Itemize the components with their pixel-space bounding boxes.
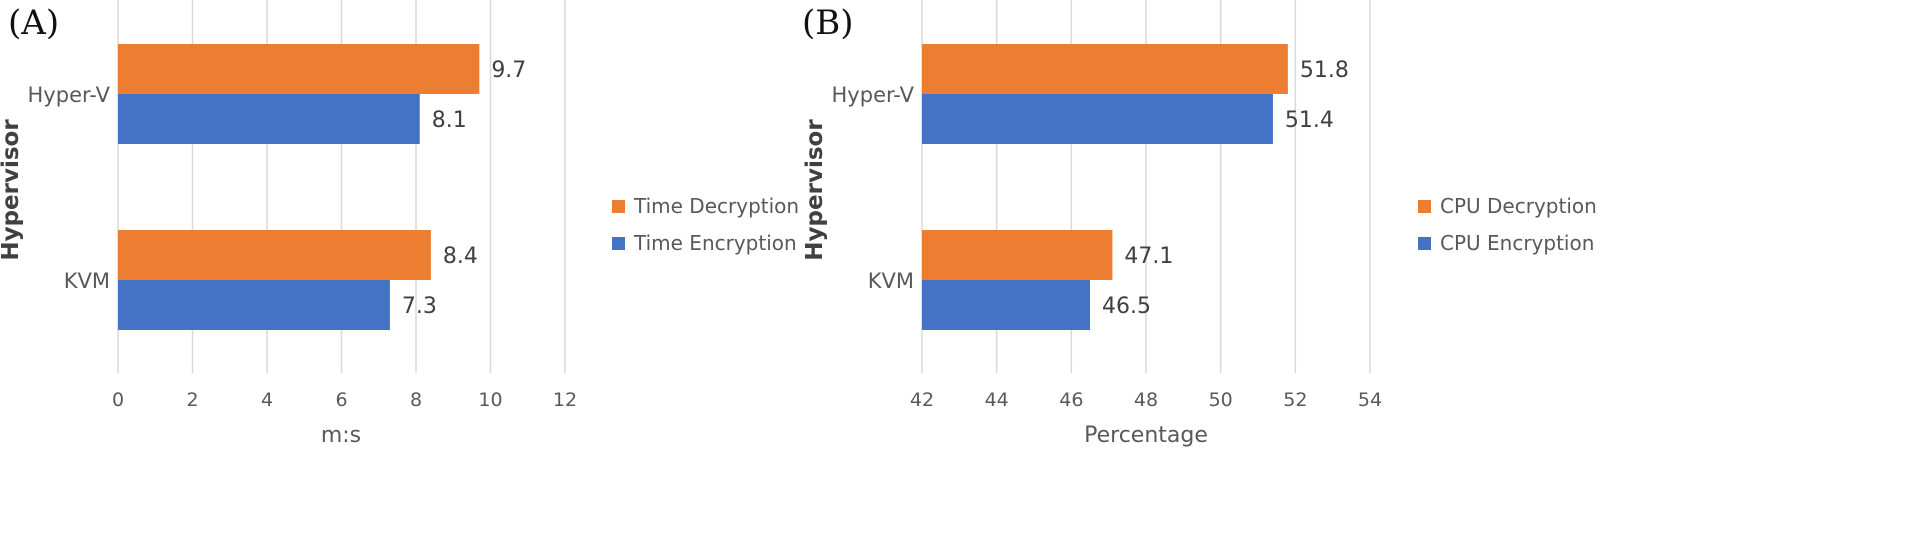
legend-label: CPU Decryption xyxy=(1440,194,1597,218)
bar-time-encryption xyxy=(118,280,390,330)
x-axis-title: Percentage xyxy=(1084,423,1208,448)
chart-panel-a: 0 2 4 6 8 10 12 (A) Hyper-V 9.7 8.1 KVM 8.47.3 m:s Hyp… xyxy=(0,0,799,448)
bar-cpu-encryption xyxy=(922,94,1273,144)
legend-label: Time Decryption xyxy=(633,194,799,218)
data-label: 8.4 xyxy=(443,244,478,269)
x-tick-label: 12 xyxy=(553,389,577,411)
x-tick-label: 0 xyxy=(112,389,124,411)
y-category-label: KVM xyxy=(868,269,914,293)
data-label: 46.5 xyxy=(1102,294,1151,319)
legend-swatch xyxy=(1418,237,1431,250)
y-axis-title: Hypervisor xyxy=(0,119,24,261)
bar-time-encryption xyxy=(118,94,420,144)
data-label: 9.7 xyxy=(491,58,526,83)
x-tick-label: 10 xyxy=(478,389,502,411)
legend-label: CPU Encryption xyxy=(1440,231,1594,255)
data-label: 51.4 xyxy=(1285,108,1334,133)
x-tick-label: 6 xyxy=(335,389,347,411)
chart-panel-b: 42 44 46 48 50 52 54 (B) Hyper-V 51.8 51.4 KVM 47.1 4… xyxy=(802,0,1597,448)
legend-swatch xyxy=(612,200,625,213)
bar-time-decryption xyxy=(118,230,431,280)
y-axis-title: Hypervisor xyxy=(802,119,828,261)
x-tick-label: 48 xyxy=(1134,389,1158,411)
data-label: 51.8 xyxy=(1300,58,1349,83)
x-axis-title: m:s xyxy=(321,423,361,448)
x-tick-label: 54 xyxy=(1358,389,1382,411)
legend-swatch xyxy=(612,237,625,250)
bar-time-decryption xyxy=(118,44,480,94)
y-category-label: KVM xyxy=(64,269,110,293)
x-tick-label: 4 xyxy=(261,389,273,411)
legend-swatch xyxy=(1418,200,1431,213)
bar-cpu-encryption xyxy=(922,280,1090,330)
bar-cpu-decryption xyxy=(922,230,1113,280)
x-tick-label: 50 xyxy=(1209,389,1233,411)
legend-label: Time Encryption xyxy=(633,231,797,255)
data-label: 47.1 xyxy=(1124,244,1173,269)
x-tick-label: 52 xyxy=(1283,389,1307,411)
y-category-label: Hyper-V xyxy=(832,83,915,107)
panel-label: (A) xyxy=(8,3,59,43)
data-label: 7.3 xyxy=(402,294,437,319)
x-tick-label: 42 xyxy=(910,389,934,411)
x-tick-label: 8 xyxy=(410,389,422,411)
bar-cpu-decryption xyxy=(922,44,1288,94)
y-category-label: Hyper-V xyxy=(28,83,111,107)
x-tick-label: 46 xyxy=(1059,389,1083,411)
x-tick-label: 2 xyxy=(186,389,198,411)
x-tick-label: 44 xyxy=(985,389,1009,411)
panel-label: (B) xyxy=(802,3,854,43)
data-label: 8.1 xyxy=(432,108,467,133)
